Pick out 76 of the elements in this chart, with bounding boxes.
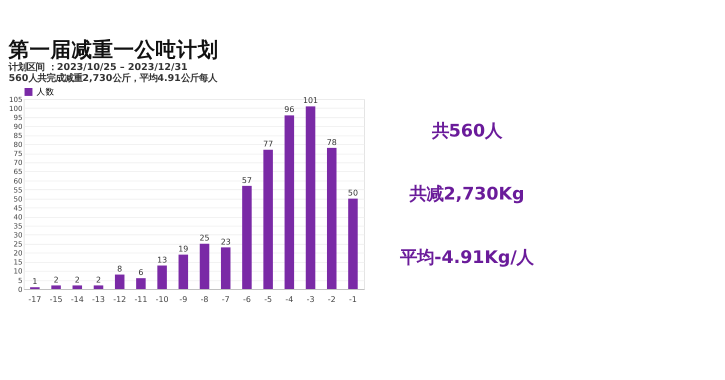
y-tick-label: 105 [8, 94, 23, 104]
y-tick-label: 90 [14, 122, 24, 131]
data-label: 78 [326, 138, 337, 147]
y-tick-label: 0 [18, 284, 24, 294]
y-tick-label: 100 [8, 104, 24, 113]
text: 平均-4.91Kg/人 [399, 248, 535, 268]
data-label: 6 [138, 268, 144, 278]
y-tick-label: 60 [14, 176, 24, 186]
x-tick-label: -3 [306, 295, 314, 304]
data-label: 2 [54, 275, 59, 284]
data-label: 1 [32, 277, 38, 286]
bar [200, 244, 210, 290]
x-tick-label: -15 [50, 295, 63, 304]
text: 计划区间 ：2023/10/25 – 2023/12/31 [8, 62, 188, 73]
chart-title: 第一届减重一公吨计划 [8, 37, 219, 62]
bar [178, 254, 188, 290]
bar [157, 266, 167, 290]
data-label: 96 [284, 105, 294, 114]
data-label: 57 [242, 176, 252, 185]
x-tick-label: -4 [285, 295, 294, 304]
bar [114, 274, 124, 290]
bar [348, 198, 358, 290]
text: 560人共完成减重2,730公斤，平均4.91公斤每人 [8, 72, 217, 84]
bar [220, 247, 230, 290]
y-tick-label: 75 [14, 149, 23, 158]
data-label: 101 [302, 96, 318, 106]
text: 共560人 [430, 121, 504, 142]
x-tick-label: -17 [28, 295, 42, 304]
x-tick-label: -11 [134, 295, 148, 304]
data-label: 23 [220, 237, 231, 246]
legend-label: 人数 [36, 86, 54, 98]
x-tick-label: -1 [349, 295, 357, 304]
x-tick-label: -8 [200, 295, 208, 304]
text: 共减2,730Kg [408, 184, 524, 205]
y-tick-label: 5 [18, 276, 23, 285]
y-tick-label: 15 [14, 258, 23, 267]
x-tick-label: -7 [222, 295, 230, 304]
x-tick-label: -2 [328, 295, 336, 304]
y-tick-label: 35 [14, 221, 23, 230]
data-label: 50 [348, 188, 358, 198]
bar [284, 115, 294, 290]
x-tick-label: -10 [156, 295, 169, 304]
y-tick-label: 85 [14, 131, 23, 140]
x-tick-label: -13 [92, 295, 105, 304]
y-tick-label: 80 [14, 140, 24, 150]
data-label: 25 [199, 234, 210, 243]
data-label: 8 [117, 264, 122, 274]
bar [242, 186, 252, 290]
x-tick-label: -14 [70, 295, 84, 304]
bar [263, 150, 273, 290]
y-tick-label: 40 [14, 212, 24, 222]
bar [51, 285, 61, 290]
data-label: 19 [178, 244, 188, 254]
x-tick-label: -6 [242, 295, 251, 304]
x-tick-label: -12 [113, 295, 126, 304]
y-tick-label: 95 [14, 112, 23, 122]
y-tick-label: 70 [14, 158, 24, 168]
data-label: 13 [157, 255, 168, 264]
data-label: 2 [74, 275, 80, 284]
bar [326, 148, 337, 290]
data-label: 2 [96, 275, 102, 284]
y-tick-label: 45 [14, 203, 23, 212]
y-tick-label: 65 [14, 167, 23, 176]
y-tick-label: 30 [14, 230, 24, 240]
x-tick-label: -5 [264, 295, 272, 304]
x-tick-label: -9 [179, 295, 188, 304]
y-tick-label: 55 [14, 185, 23, 194]
y-tick-label: 10 [14, 266, 24, 276]
y-tick-label: 50 [14, 194, 24, 204]
bar [306, 106, 316, 290]
bar [136, 278, 146, 290]
bar [94, 285, 104, 290]
y-tick-label: 20 [14, 248, 24, 258]
bar [72, 285, 82, 290]
data-label: 77 [263, 140, 274, 149]
y-tick-label: 25 [14, 240, 23, 249]
